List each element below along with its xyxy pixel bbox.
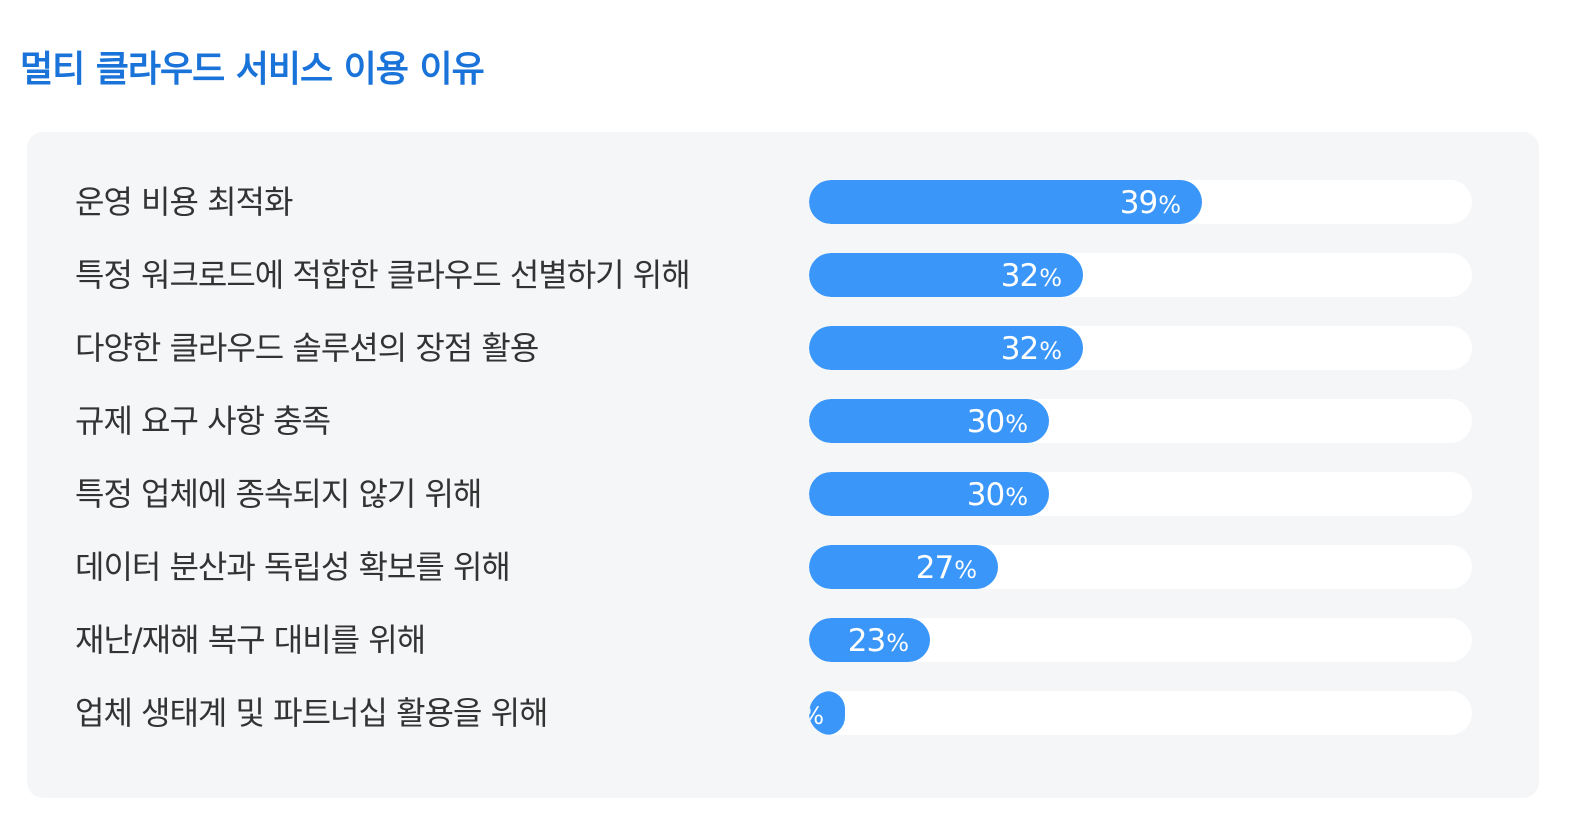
data-label-unit: % [1039,264,1062,292]
bar: 39% [809,180,1202,224]
category-label: 업체 생태계 및 파트너십 활용을 위해 [75,694,548,732]
bar-row: 특정 워크로드에 적합한 클라우드 선별하기 위해 32% [27,253,1539,297]
data-label-unit: % [1005,483,1028,511]
data-label-unit: % [809,702,824,730]
bar: 23% [809,618,930,662]
category-label: 특정 업체에 종속되지 않기 위해 [75,475,482,513]
data-label: 32% [1000,253,1062,297]
bar-track: 30% [809,472,1472,516]
data-label-unit: % [1005,410,1028,438]
data-label-value: 30 [966,477,1005,513]
data-label: 30% [966,472,1028,516]
bar: 32% [809,253,1083,297]
bar: 32% [809,326,1083,370]
category-label: 재난/재해 복구 대비를 위해 [75,621,426,659]
category-label: 다양한 클라우드 솔루션의 장점 활용 [75,329,539,367]
data-label-unit: % [954,556,977,584]
bar-row: 재난/재해 복구 대비를 위해 23% [27,618,1539,662]
data-label: 30% [966,399,1028,443]
data-label-value: 30 [966,404,1005,440]
bar-row: 업체 생태계 및 파트너십 활용을 위해 18% [27,691,1539,735]
bar: 30% [809,399,1049,443]
data-label: 39% [1119,180,1181,224]
bar-track: 30% [809,399,1472,443]
data-label-unit: % [1039,337,1062,365]
category-label: 특정 워크로드에 적합한 클라우드 선별하기 위해 [75,256,691,294]
data-label-value: 32 [1000,258,1039,294]
data-label-unit: % [886,629,909,657]
data-label-unit: % [1158,191,1181,219]
bar-row: 운영 비용 최적화 39% [27,180,1539,224]
category-label: 데이터 분산과 독립성 확보를 위해 [75,548,511,586]
bar: 18% [809,691,845,735]
bar-row: 데이터 분산과 독립성 확보를 위해 27% [27,545,1539,589]
data-label-value: 27 [915,550,954,586]
data-label: 32% [1000,326,1062,370]
data-label-value: 39 [1119,185,1158,221]
category-label: 운영 비용 최적화 [75,183,293,221]
bar-row: 특정 업체에 종속되지 않기 위해 30% [27,472,1539,516]
data-label: 27% [915,545,977,589]
bar-track: 18% [809,691,1472,735]
chart-title: 멀티 클라우드 서비스 이용 이유 [20,49,485,90]
bar: 27% [809,545,998,589]
data-label-value: 32 [1000,331,1039,367]
data-label: 18% [809,691,824,735]
bar-track: 32% [809,253,1472,297]
bar-row: 다양한 클라우드 솔루션의 장점 활용 32% [27,326,1539,370]
bar-track: 32% [809,326,1472,370]
data-label: 23% [847,618,909,662]
data-label-value: 23 [847,623,886,659]
bar-row: 규제 요구 사항 충족 30% [27,399,1539,443]
bar-track: 39% [809,180,1472,224]
bar: 30% [809,472,1049,516]
bar-track: 27% [809,545,1472,589]
chart-panel: 운영 비용 최적화 39% 특정 워크로드에 적합한 클라우드 선별하기 위해 32%… [27,132,1539,798]
category-label: 규제 요구 사항 충족 [75,402,331,440]
bar-track: 23% [809,618,1472,662]
